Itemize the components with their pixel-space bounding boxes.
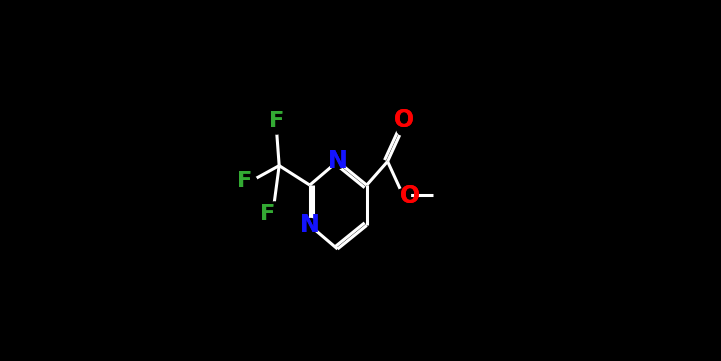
Text: F: F bbox=[269, 111, 284, 131]
Text: F: F bbox=[260, 204, 275, 224]
Text: F: F bbox=[237, 171, 252, 191]
Text: O: O bbox=[394, 108, 415, 132]
Text: F: F bbox=[237, 171, 252, 191]
Text: N: N bbox=[327, 149, 348, 173]
Text: O: O bbox=[394, 108, 415, 132]
Text: N: N bbox=[327, 149, 348, 173]
Text: O: O bbox=[399, 184, 420, 208]
Text: F: F bbox=[269, 111, 284, 131]
Text: N: N bbox=[300, 213, 319, 238]
Text: F: F bbox=[260, 204, 275, 224]
Text: O: O bbox=[399, 184, 420, 208]
Text: N: N bbox=[300, 213, 319, 238]
